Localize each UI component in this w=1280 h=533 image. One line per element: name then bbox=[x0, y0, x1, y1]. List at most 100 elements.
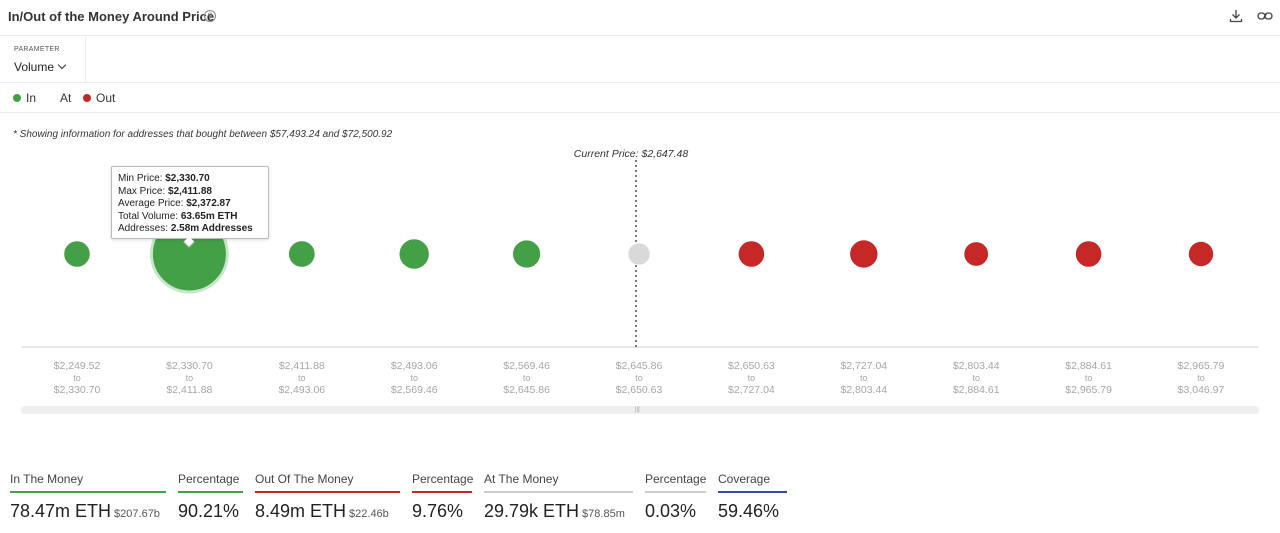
x-tick-label: $2,884.61 bbox=[1065, 360, 1112, 372]
stat-main-value: 9.76% bbox=[412, 501, 464, 521]
legend-label-out: Out bbox=[96, 91, 116, 105]
x-tick-label: $2,965.79 bbox=[1065, 384, 1112, 396]
x-tick-label: $2,727.04 bbox=[728, 384, 775, 396]
x-tick-label: $3,046.97 bbox=[1178, 384, 1225, 396]
legend-item-at[interactable]: At bbox=[60, 91, 71, 105]
bubble-out[interactable] bbox=[850, 240, 878, 268]
stat-label: In The Money bbox=[10, 472, 166, 493]
bubble-at[interactable] bbox=[628, 243, 650, 265]
x-tick-label: to bbox=[186, 373, 194, 383]
x-tick-label: $2,727.04 bbox=[840, 360, 887, 372]
stat-label: Percentage bbox=[178, 472, 243, 493]
stat-label: Coverage bbox=[718, 472, 787, 493]
legend-label-at: At bbox=[60, 91, 72, 105]
tooltip-total-volume: Total Volume: 63.65m ETH bbox=[118, 210, 238, 222]
stat-value: 90.21% bbox=[178, 501, 243, 522]
bubble-out[interactable] bbox=[1188, 241, 1214, 267]
x-tick-label: $2,411.88 bbox=[166, 384, 212, 396]
x-tick-label: $2,330.70 bbox=[54, 384, 101, 396]
stat-label: Percentage bbox=[645, 472, 706, 493]
tooltip-max-price: Max Price: $2,411.88 bbox=[118, 185, 212, 197]
x-tick-label: $2,493.06 bbox=[391, 360, 438, 372]
stat-value: 78.47m ETH $207.67b bbox=[10, 501, 166, 522]
x-tick-label: $2,650.63 bbox=[728, 360, 775, 372]
parameter-value: Volume bbox=[14, 60, 55, 74]
x-tick-label: to bbox=[635, 373, 643, 383]
stat-value: 29.79k ETH $78.85m bbox=[484, 501, 633, 522]
stat-value: 0.03% bbox=[645, 501, 706, 522]
legend-label-in: In bbox=[26, 91, 37, 105]
x-tick-label: $2,493.06 bbox=[278, 384, 325, 396]
x-tick-label: $2,569.46 bbox=[391, 384, 438, 396]
x-tick-label: to bbox=[523, 373, 531, 383]
link-icon[interactable] bbox=[1257, 9, 1273, 23]
x-tick-label: $2,884.61 bbox=[953, 384, 1000, 396]
legend: In At Out bbox=[0, 83, 1280, 113]
stat-label: Percentage bbox=[412, 472, 473, 493]
stat-main-value: 59.46% bbox=[718, 501, 780, 521]
bubble-in[interactable] bbox=[288, 241, 315, 267]
x-tick-label: $2,569.46 bbox=[503, 360, 550, 372]
bubble-in[interactable] bbox=[399, 239, 429, 269]
stat-card: In The Money 78.47m ETH $207.67b bbox=[10, 472, 166, 522]
stat-value: 8.49m ETH $22.46b bbox=[255, 501, 400, 522]
bubble-out[interactable] bbox=[1075, 241, 1102, 267]
stat-sub-value: $22.46b bbox=[349, 508, 389, 520]
bubble-out[interactable] bbox=[964, 242, 989, 266]
parameter-dropdown[interactable]: Volume bbox=[14, 60, 67, 74]
bubble-in[interactable] bbox=[64, 241, 90, 267]
x-tick-label: to bbox=[972, 373, 980, 383]
tooltip-addresses: Addresses: 2.58m Addresses bbox=[118, 223, 253, 234]
stat-card: At The Money 29.79k ETH $78.85m bbox=[484, 472, 633, 522]
divider bbox=[0, 82, 1280, 83]
x-tick-label: $2,965.79 bbox=[1178, 360, 1225, 372]
tooltip-min-price: Min Price: $2,330.70 bbox=[118, 173, 210, 184]
x-tick-label: $2,645.86 bbox=[616, 360, 663, 372]
stat-main-value: 29.79k ETH bbox=[484, 501, 580, 521]
x-tick-label: to bbox=[748, 373, 756, 383]
stat-card: Percentage 9.76% bbox=[412, 472, 473, 522]
stat-main-value: 90.21% bbox=[178, 501, 240, 521]
stat-card: Out Of The Money 8.49m ETH $22.46b bbox=[255, 472, 400, 522]
stat-main-value: 0.03% bbox=[645, 501, 697, 521]
summary-stats: In The Money 78.47m ETH $207.67b Percentage… bbox=[0, 472, 1280, 532]
current-price-label: Current Price: $2,647.48 bbox=[574, 148, 689, 160]
out-dot-icon bbox=[83, 94, 91, 102]
legend-item-in[interactable]: In bbox=[13, 91, 36, 105]
x-tick-label: $2,411.88 bbox=[279, 360, 325, 372]
x-tick-label: $2,249.52 bbox=[54, 360, 101, 372]
stat-card: Coverage 59.46% bbox=[718, 472, 787, 522]
scrollbar-grip-icon[interactable]: ||| bbox=[635, 407, 640, 413]
tooltip: Min Price: $2,330.70 Max Price: $2,411.8… bbox=[111, 166, 269, 239]
stat-sub-value: $78.85m bbox=[582, 508, 625, 520]
parameter-label: PARAMETER bbox=[14, 46, 60, 53]
x-tick-label: $2,803.44 bbox=[840, 384, 887, 396]
tooltip-average-price: Average Price: $2,372.87 bbox=[118, 198, 231, 209]
stat-label: At The Money bbox=[484, 472, 633, 493]
stat-value: 59.46% bbox=[718, 501, 787, 522]
x-tick-label: $2,803.44 bbox=[953, 360, 1000, 372]
x-tick-label: $2,330.70 bbox=[166, 360, 213, 372]
x-tick-label: $2,645.86 bbox=[503, 384, 550, 396]
x-tick-label: to bbox=[298, 373, 306, 383]
parameter-control: PARAMETER Volume bbox=[0, 37, 86, 82]
x-tick-label: to bbox=[1197, 373, 1205, 383]
chart-scrollbar[interactable]: ||| bbox=[21, 406, 1259, 414]
help-icon[interactable]: ? bbox=[204, 10, 216, 22]
download-icon[interactable] bbox=[1229, 9, 1243, 23]
bubble-out[interactable] bbox=[738, 241, 765, 267]
widget-header: In/Out of the Money Around Price ? bbox=[0, 0, 1280, 36]
chevron-down-icon bbox=[57, 60, 67, 70]
info-note: * Showing information for addresses that… bbox=[13, 129, 393, 140]
x-tick-label: to bbox=[1085, 373, 1093, 383]
stat-card: Percentage 90.21% bbox=[178, 472, 243, 522]
x-tick-label: to bbox=[410, 373, 418, 383]
in-dot-icon bbox=[13, 94, 21, 102]
stat-card: Percentage 0.03% bbox=[645, 472, 706, 522]
stat-main-value: 8.49m ETH bbox=[255, 501, 347, 521]
bubble-in[interactable] bbox=[513, 240, 541, 268]
stat-value: 9.76% bbox=[412, 501, 472, 522]
legend-item-out[interactable]: Out bbox=[83, 91, 115, 105]
widget-title: In/Out of the Money Around Price bbox=[8, 9, 215, 24]
x-tick-label: to bbox=[73, 373, 81, 383]
